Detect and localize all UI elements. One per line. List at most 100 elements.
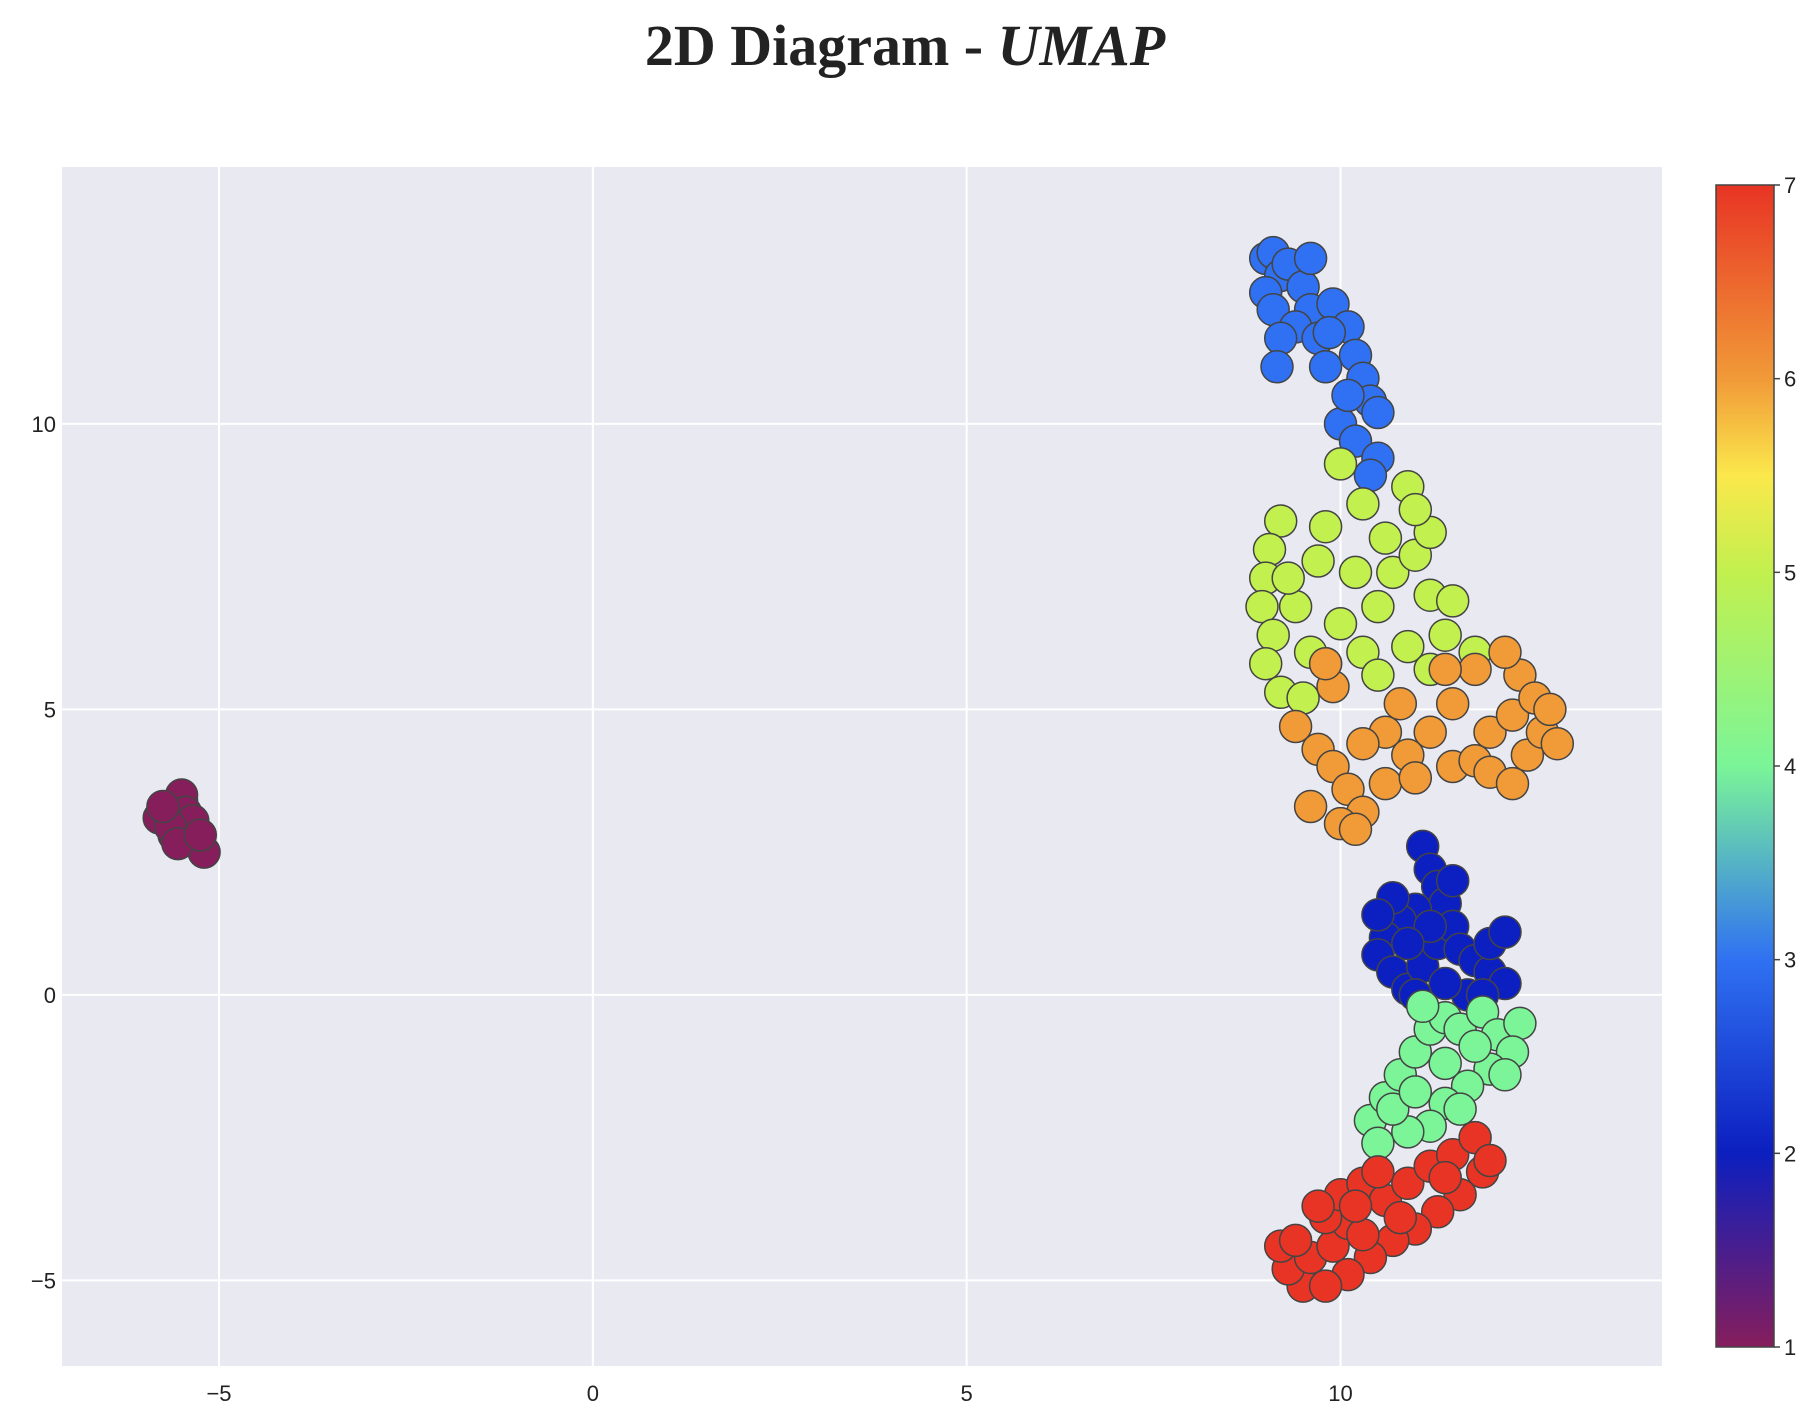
data-point [1443, 1092, 1477, 1126]
data-point [1503, 1006, 1537, 1041]
data-point [1383, 686, 1418, 721]
data-point [1398, 761, 1433, 795]
data-point [1263, 504, 1298, 538]
data-point [1435, 686, 1470, 721]
data-point [1391, 629, 1425, 664]
x-tick-label: 5 [961, 1381, 973, 1406]
data-point [1488, 1058, 1522, 1092]
x-tick-label: −5 [206, 1381, 231, 1406]
data-point [1473, 1143, 1507, 1178]
colorbar-tick-label: 2 [1784, 1141, 1796, 1166]
data-point [1435, 584, 1470, 618]
data-point [1376, 1092, 1410, 1126]
data-point [1376, 555, 1410, 590]
data-point [1308, 509, 1343, 544]
data-point [1308, 1269, 1343, 1303]
data-point [1405, 989, 1440, 1024]
data-point [1338, 812, 1373, 847]
data-point [1346, 1217, 1380, 1252]
data-point [1458, 1029, 1492, 1064]
data-point [1473, 715, 1507, 749]
data-point [1293, 241, 1328, 276]
data-point [1361, 658, 1395, 692]
data-point [1361, 898, 1395, 932]
data-point [1398, 1075, 1433, 1109]
data-point [1346, 726, 1380, 761]
data-point [183, 818, 218, 852]
data-point [1368, 766, 1403, 801]
data-point [1428, 1046, 1462, 1081]
colorbar-tick-label: 1 [1784, 1335, 1796, 1360]
data-point [1286, 681, 1320, 715]
chart-title-italic: UMAP [998, 13, 1166, 78]
data-point [1260, 350, 1294, 384]
colorbar [1715, 184, 1775, 1348]
data-point [1308, 646, 1343, 681]
data-point [1301, 1189, 1335, 1223]
data-point [1428, 1160, 1462, 1195]
data-point [1338, 555, 1373, 590]
y-axis-ticks: −5 0 5 10 [31, 412, 56, 1293]
data-point [1361, 1126, 1395, 1161]
data-point [1435, 863, 1470, 898]
data-point [1353, 458, 1388, 493]
points-layer [142, 235, 1575, 1303]
data-point [1413, 715, 1447, 749]
data-point [1331, 378, 1365, 413]
chart-title-main: 2D Diagram - [645, 13, 998, 78]
colorbar-tick-label: 4 [1784, 754, 1796, 779]
data-point [1488, 635, 1522, 670]
data-point [1308, 350, 1343, 384]
data-point [1248, 646, 1283, 681]
data-point [1361, 1155, 1395, 1189]
data-point [1252, 532, 1287, 567]
data-point [1428, 618, 1462, 652]
data-point [1495, 766, 1530, 801]
y-tick-label: 0 [44, 983, 56, 1008]
data-point [1540, 726, 1575, 761]
data-point [1256, 618, 1290, 652]
data-point [1361, 589, 1395, 624]
chart-title: 2D Diagram - UMAP [645, 13, 1166, 78]
data-point [1488, 915, 1522, 949]
data-point [1278, 709, 1313, 744]
data-point [1263, 321, 1298, 356]
data-point [1312, 315, 1347, 350]
data-point [1398, 492, 1433, 527]
y-tick-label: 5 [44, 697, 56, 722]
data-point [1413, 909, 1447, 944]
data-point [1361, 395, 1395, 430]
data-point [1346, 487, 1380, 521]
data-point [1391, 926, 1425, 961]
data-point [1495, 698, 1530, 732]
plot-area [62, 167, 1662, 1366]
data-point [146, 789, 180, 824]
y-tick-label: −5 [31, 1268, 56, 1293]
data-point [1293, 789, 1328, 824]
x-tick-label: 0 [587, 1381, 599, 1406]
data-point [1420, 1195, 1455, 1229]
colorbar-ticks: 1 2 3 4 5 6 7 [1774, 173, 1796, 1360]
data-point [1301, 544, 1335, 578]
colorbar-tick-label: 3 [1784, 948, 1796, 973]
data-point [1368, 521, 1403, 555]
data-point [1271, 561, 1305, 595]
data-point [1245, 589, 1279, 624]
x-axis-ticks: −5 0 5 10 [206, 1381, 1352, 1406]
data-point [1278, 589, 1313, 624]
colorbar-tick-label: 6 [1784, 367, 1796, 392]
data-point [1391, 1166, 1425, 1201]
colorbar-tick-label: 7 [1784, 173, 1796, 198]
data-point [1338, 1189, 1373, 1223]
x-tick-label: 10 [1328, 1381, 1352, 1406]
data-point [1533, 692, 1567, 727]
colorbar-tick-label: 5 [1784, 560, 1796, 585]
data-point [1323, 607, 1358, 641]
data-point [1428, 966, 1462, 1001]
y-tick-label: 10 [32, 412, 56, 437]
data-point [1278, 1223, 1313, 1258]
data-point [1458, 652, 1492, 687]
data-point [1428, 652, 1462, 687]
